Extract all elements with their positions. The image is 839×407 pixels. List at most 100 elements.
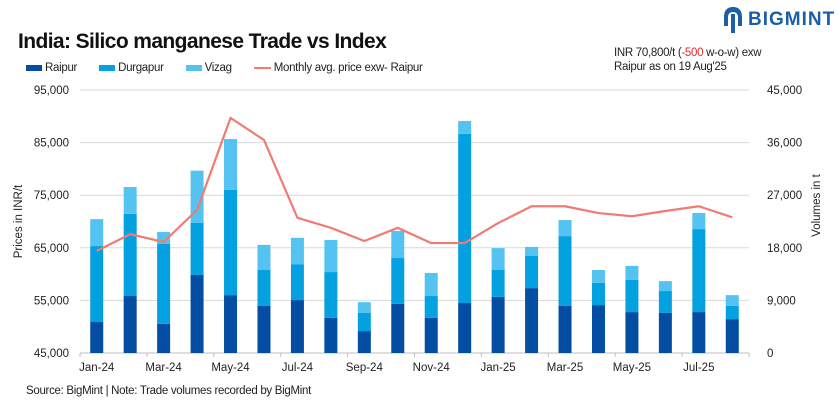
- x-tick-label: May-25: [613, 362, 651, 374]
- bar-raipur-feb-24: [123, 296, 137, 353]
- x-tick-label: Jan-25: [481, 362, 516, 374]
- bar-vizag-jun-24: [257, 244, 271, 271]
- bar-raipur-mar-25: [558, 305, 572, 353]
- note-date: Raipur as on 19 Aug'25: [614, 61, 727, 73]
- note-suffix: w-o-w) exw: [703, 47, 762, 59]
- bar-durgapur-aug-25: [725, 305, 739, 320]
- legend-swatch: [185, 65, 202, 71]
- bar-durgapur-sep-24: [357, 312, 371, 332]
- price-line: [96, 116, 733, 252]
- bar-vizag-apr-25: [591, 270, 605, 283]
- bar-durgapur-oct-24: [391, 258, 405, 304]
- bar-vizag-mar-24: [157, 232, 171, 245]
- legend-label: Raipur: [45, 62, 78, 74]
- y2-tick-label: 36,000: [767, 138, 802, 150]
- note-change: -500: [681, 47, 704, 59]
- bar-vizag-jun-25: [658, 281, 672, 292]
- bar-raipur-apr-24: [190, 274, 204, 353]
- y2-tick-label: 9,000: [767, 295, 796, 307]
- legend-label: Vizag: [204, 62, 232, 74]
- bar-raipur-feb-25: [525, 288, 539, 353]
- legend-item-raipur: Raipur: [26, 62, 77, 74]
- bar-raipur-aug-25: [725, 319, 739, 353]
- x-tick-label: Sep-24: [346, 362, 384, 374]
- bar-durgapur-nov-24: [424, 296, 438, 318]
- price-note: INR 70,800/t (-500 w-o-w) exw Raipur as …: [614, 46, 762, 74]
- y-tick-label: 65,000: [34, 243, 69, 255]
- y-tick-label: 95,000: [34, 85, 69, 97]
- bar-durgapur-may-24: [224, 189, 238, 296]
- bar-durgapur-jun-25: [658, 291, 672, 313]
- bar-durgapur-mar-25: [558, 236, 572, 306]
- bar-raipur-dec-24: [458, 303, 472, 353]
- legend-label: Durgapur: [118, 62, 164, 74]
- y2-axis-title: Volumes in t: [811, 173, 823, 236]
- logo-text: BIGMINT: [748, 9, 836, 30]
- bar-durgapur-jan-24: [90, 246, 104, 323]
- legend: Raipur Durgapur Vizag Monthly avg. price…: [26, 62, 445, 74]
- bar-raipur-nov-24: [424, 317, 438, 353]
- bar-raipur-jun-25: [658, 312, 672, 353]
- bar-vizag-nov-24: [424, 272, 438, 297]
- y-tick-label: 45,000: [34, 348, 69, 360]
- y2-tick-label: 18,000: [767, 243, 802, 255]
- bar-durgapur-feb-24: [123, 213, 137, 297]
- bar-raipur-jan-24: [90, 322, 104, 353]
- bar-raipur-apr-25: [591, 305, 605, 353]
- y-tick-label: 75,000: [34, 190, 69, 202]
- bar-raipur-aug-24: [324, 317, 338, 353]
- bar-raipur-jun-24: [257, 305, 271, 353]
- bigmint-logo-icon: [724, 7, 742, 33]
- bar-durgapur-aug-24: [324, 272, 338, 318]
- x-tick-label: Nov-24: [413, 362, 451, 374]
- bar-vizag-may-25: [625, 265, 639, 280]
- x-tick-label: Jul-24: [282, 362, 314, 374]
- bar-durgapur-dec-24: [458, 133, 472, 304]
- bar-vizag-aug-24: [324, 239, 338, 273]
- legend-item-price: Monthly avg. price exw- Raipur: [253, 62, 423, 74]
- bar-vizag-jan-25: [491, 248, 505, 271]
- bar-vizag-jul-25: [692, 213, 706, 230]
- bar-durgapur-may-25: [625, 279, 639, 313]
- bar-durgapur-jan-25: [491, 270, 505, 297]
- bar-durgapur-jul-25: [692, 229, 706, 313]
- x-tick-label: Mar-24: [145, 362, 182, 374]
- bar-raipur-sep-24: [357, 331, 371, 353]
- bar-vizag-sep-24: [357, 302, 371, 313]
- y2-tick-label: 27,000: [767, 190, 802, 202]
- x-tick-label: Mar-25: [547, 362, 583, 374]
- y2-tick-label: 45,000: [767, 85, 802, 97]
- bar-raipur-may-24: [224, 295, 238, 353]
- bar-durgapur-jul-24: [290, 264, 304, 301]
- bar-vizag-apr-24: [190, 170, 204, 223]
- bar-durgapur-jun-24: [257, 270, 271, 306]
- bar-durgapur-apr-25: [591, 282, 605, 306]
- y-axis-title: Prices in INR/t: [13, 184, 25, 258]
- legend-label: Monthly avg. price exw- Raipur: [273, 62, 423, 74]
- bigmint-logo: BIGMINT: [722, 6, 835, 34]
- y-tick-label: 85,000: [34, 138, 69, 150]
- legend-item-durgapur: Durgapur: [99, 62, 164, 74]
- bar-raipur-jul-24: [290, 300, 304, 353]
- bar-vizag-may-24: [224, 139, 238, 190]
- note-prefix: INR 70,800/t (: [614, 47, 682, 59]
- legend-line: [253, 67, 271, 69]
- y2-tick-label: 0: [767, 348, 773, 360]
- bar-vizag-feb-24: [123, 187, 137, 214]
- bar-vizag-feb-25: [525, 246, 539, 256]
- bar-raipur-mar-24: [157, 323, 171, 353]
- bar-raipur-oct-24: [391, 303, 405, 353]
- bar-vizag-mar-25: [558, 220, 572, 237]
- bar-vizag-aug-25: [725, 295, 739, 306]
- x-tick-label: Jul-25: [683, 362, 714, 374]
- y-tick-label: 55,000: [34, 295, 69, 307]
- bar-durgapur-apr-24: [190, 222, 204, 275]
- bar-raipur-jan-25: [491, 296, 505, 353]
- bar-vizag-jan-24: [90, 219, 104, 247]
- bar-raipur-jul-25: [692, 312, 706, 353]
- legend-swatch: [26, 65, 42, 71]
- bar-vizag-jul-24: [290, 237, 304, 265]
- bar-vizag-oct-24: [391, 230, 405, 259]
